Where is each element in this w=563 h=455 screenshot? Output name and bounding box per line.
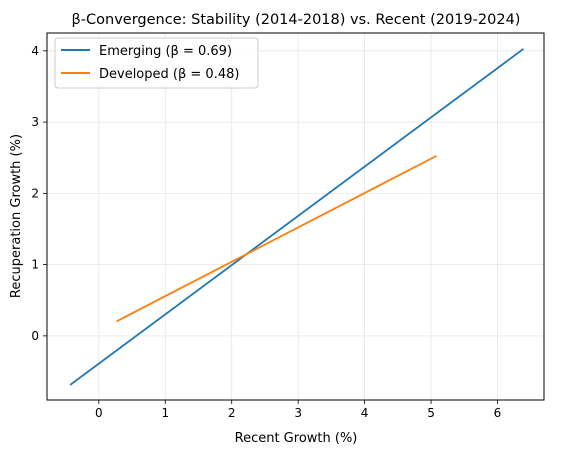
chart-title: β-Convergence: Stability (2014-2018) vs.…	[72, 12, 521, 28]
x-tick-label: 4	[361, 406, 369, 420]
x-tick-label: 3	[294, 406, 302, 420]
series-line-0	[69, 48, 524, 386]
x-tick-label: 6	[494, 406, 502, 420]
y-tick-label: 3	[31, 115, 39, 129]
y-axis-label: Recuperation Growth (%)	[9, 134, 24, 298]
legend-label-emerging: Emerging (β = 0.69)	[99, 44, 232, 59]
legend-label-developed: Developed (β = 0.48)	[99, 67, 239, 82]
legend-box	[54, 37, 259, 89]
x-tick-label: 2	[228, 406, 236, 420]
legend: Emerging (β = 0.69) Developed (β = 0.48)	[54, 37, 259, 89]
y-tick-label: 2	[31, 186, 39, 200]
x-tick-label: 5	[427, 406, 435, 420]
y-tick-label: 0	[31, 329, 39, 343]
series-lines	[69, 48, 524, 386]
y-tick-label: 1	[31, 258, 39, 272]
x-axis-label: Recent Growth (%)	[235, 431, 358, 446]
plot-area-frame	[46, 32, 545, 401]
grid-lines	[47, 33, 544, 400]
y-tick-label: 4	[31, 44, 39, 58]
axis-ticks: 0 1 2 3 4 5 6 0 1 2 3 4	[31, 44, 501, 420]
x-tick-label: 0	[95, 406, 103, 420]
series-line-1	[116, 155, 437, 323]
x-tick-label: 1	[161, 406, 169, 420]
